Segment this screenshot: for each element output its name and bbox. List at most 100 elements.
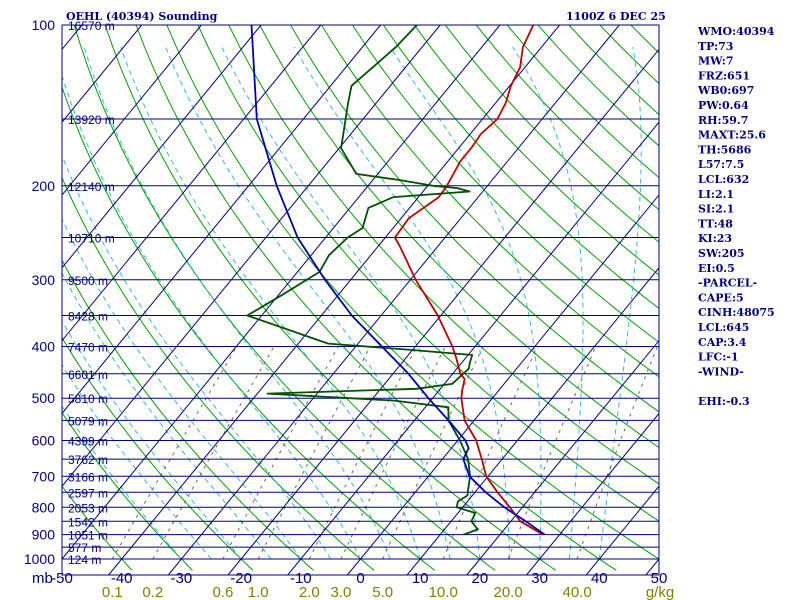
- mixing-ratio-tick-label: 5.0: [372, 584, 393, 600]
- pressure-tick-label: 1000: [24, 551, 55, 567]
- index-line: TP:73: [698, 40, 733, 53]
- dry-adiabat: [73, 25, 496, 571]
- plot-frame: [61, 24, 660, 576]
- temperature-tick-label: 10: [412, 570, 429, 587]
- temperature-tick-label: 30: [531, 570, 548, 587]
- height-label: 3166 m: [68, 470, 108, 484]
- dry-adiabat: [413, 25, 659, 276]
- grid-lines: [0, 25, 659, 575]
- height-label: 4399 m: [68, 435, 108, 449]
- height-label: 5810 m: [68, 392, 108, 406]
- temperature-tick-label: -30: [171, 570, 193, 587]
- pressure-tick-label: 400: [32, 339, 56, 355]
- isotherm: [62, 25, 381, 415]
- temperature-tick-label: 0: [356, 570, 364, 587]
- isotherm: [167, 25, 620, 575]
- index-line: -WIND-: [698, 365, 744, 378]
- mixing-ratio-tick-label: 0.2: [142, 584, 163, 600]
- temperature-tick-label: -20: [230, 570, 252, 587]
- temperature-tick-label: 20: [472, 570, 489, 587]
- moist-adiabat: [62, 74, 361, 560]
- index-line: TH:5686: [698, 143, 752, 156]
- dewpoint-profile: [246, 25, 479, 536]
- index-line: LFC:-1: [698, 351, 739, 364]
- height-label: 2053 m: [68, 501, 108, 515]
- index-line: L57:7.5: [698, 158, 744, 171]
- mixing-ratio-tick-label: 3.0: [330, 584, 351, 600]
- index-line: CINH:48075: [698, 306, 775, 319]
- index-line: PW:0.64: [698, 99, 749, 112]
- index-line: MAXT:25.6: [698, 129, 766, 142]
- dry-adiabat: [166, 25, 659, 560]
- index-line: MW:7: [698, 55, 734, 68]
- index-line: CAP:3.4: [698, 336, 747, 349]
- height-label: 12140 m: [68, 180, 115, 194]
- dry-adiabat: [62, 411, 193, 571]
- height-label: 2597 m: [68, 486, 108, 500]
- isotherm: [62, 25, 441, 488]
- mixing-ratio-tick-label: 1.0: [248, 584, 269, 600]
- dry-adiabat: [321, 25, 659, 378]
- index-line: SI:2.1: [698, 203, 734, 216]
- isotherm: [62, 25, 262, 269]
- isotherm: [62, 25, 143, 123]
- mixing-ratio-tick-label: 0.6: [212, 584, 233, 600]
- mixing-ratio-tick-label: 20.0: [493, 584, 522, 600]
- height-label: 6601 m: [68, 368, 108, 382]
- mixing-ratio-tick-label: 0.1: [102, 584, 123, 600]
- height-label: 10710 m: [68, 232, 115, 246]
- dry-adiabat: [62, 485, 133, 571]
- parcel-profile: [250, 25, 546, 536]
- height-label: 13920 m: [68, 113, 115, 127]
- index-line: CAPE:5: [698, 291, 744, 304]
- pressure-tick-label: 200: [32, 178, 56, 194]
- temperature-tick-label: -50: [51, 570, 73, 587]
- isotherm: [62, 25, 202, 196]
- isotherm: [347, 194, 659, 575]
- sounding-profiles: [246, 25, 546, 536]
- dry-adiabat: [290, 25, 659, 413]
- isotherm: [0, 25, 22, 575]
- temperature-profile: [394, 25, 544, 536]
- pressure-tick-label: 700: [32, 468, 56, 484]
- isotherm: [62, 25, 322, 342]
- index-line: SW:205: [698, 247, 745, 260]
- height-label: 7470 m: [68, 341, 108, 355]
- temperature-tick-label: 40: [591, 570, 608, 587]
- index-line: EHI:-0.3: [698, 395, 750, 408]
- pressure-tick-label: 600: [32, 433, 56, 449]
- height-label: 16570 m: [68, 19, 115, 33]
- sounding-time: 1100Z 6 DEC 25: [566, 10, 666, 23]
- pressure-tick-label: 900: [32, 527, 56, 543]
- isotherm: [466, 339, 659, 575]
- dry-adiabat: [352, 25, 659, 343]
- temperature-tick-label: -10: [290, 570, 312, 587]
- index-line: LI:2.1: [698, 188, 734, 201]
- index-line: EI:0.5: [698, 262, 735, 275]
- height-label: 1051 m: [68, 529, 108, 543]
- temperature-tick-label: 50: [651, 570, 668, 587]
- dry-adiabat: [259, 25, 659, 449]
- plot-background: [62, 25, 659, 575]
- dry-adiabat: [382, 25, 659, 310]
- dry-adiabat: [62, 259, 314, 571]
- height-label: 124 m: [68, 553, 101, 567]
- isotherm: [526, 412, 659, 575]
- temperature-tick-label: -40: [111, 570, 133, 587]
- index-line: WB0:697: [697, 84, 754, 97]
- isotherm: [287, 121, 659, 575]
- dry-adiabat: [62, 336, 254, 571]
- pressure-tick-label: 100: [32, 17, 56, 33]
- index-line: WMO:40394: [697, 25, 775, 38]
- axis-labels: 16570 m 13920 m 12140 m 10710 m 9500 m 8428 m…: [24, 17, 674, 600]
- dry-adiabat: [62, 85, 435, 571]
- chart-title: OEHL (40394) Sounding: [66, 10, 218, 23]
- height-label: 577 m: [68, 541, 101, 555]
- index-line: FRZ:651: [698, 69, 750, 82]
- mixing-ratio-tick-label: 10.0: [429, 584, 458, 600]
- pressure-unit-label: mb: [32, 570, 53, 587]
- height-label: 8428 m: [68, 310, 108, 324]
- height-label: 5079 m: [68, 414, 108, 428]
- index-line: RH:59.7: [698, 114, 748, 127]
- moist-adiabat: [62, 154, 332, 560]
